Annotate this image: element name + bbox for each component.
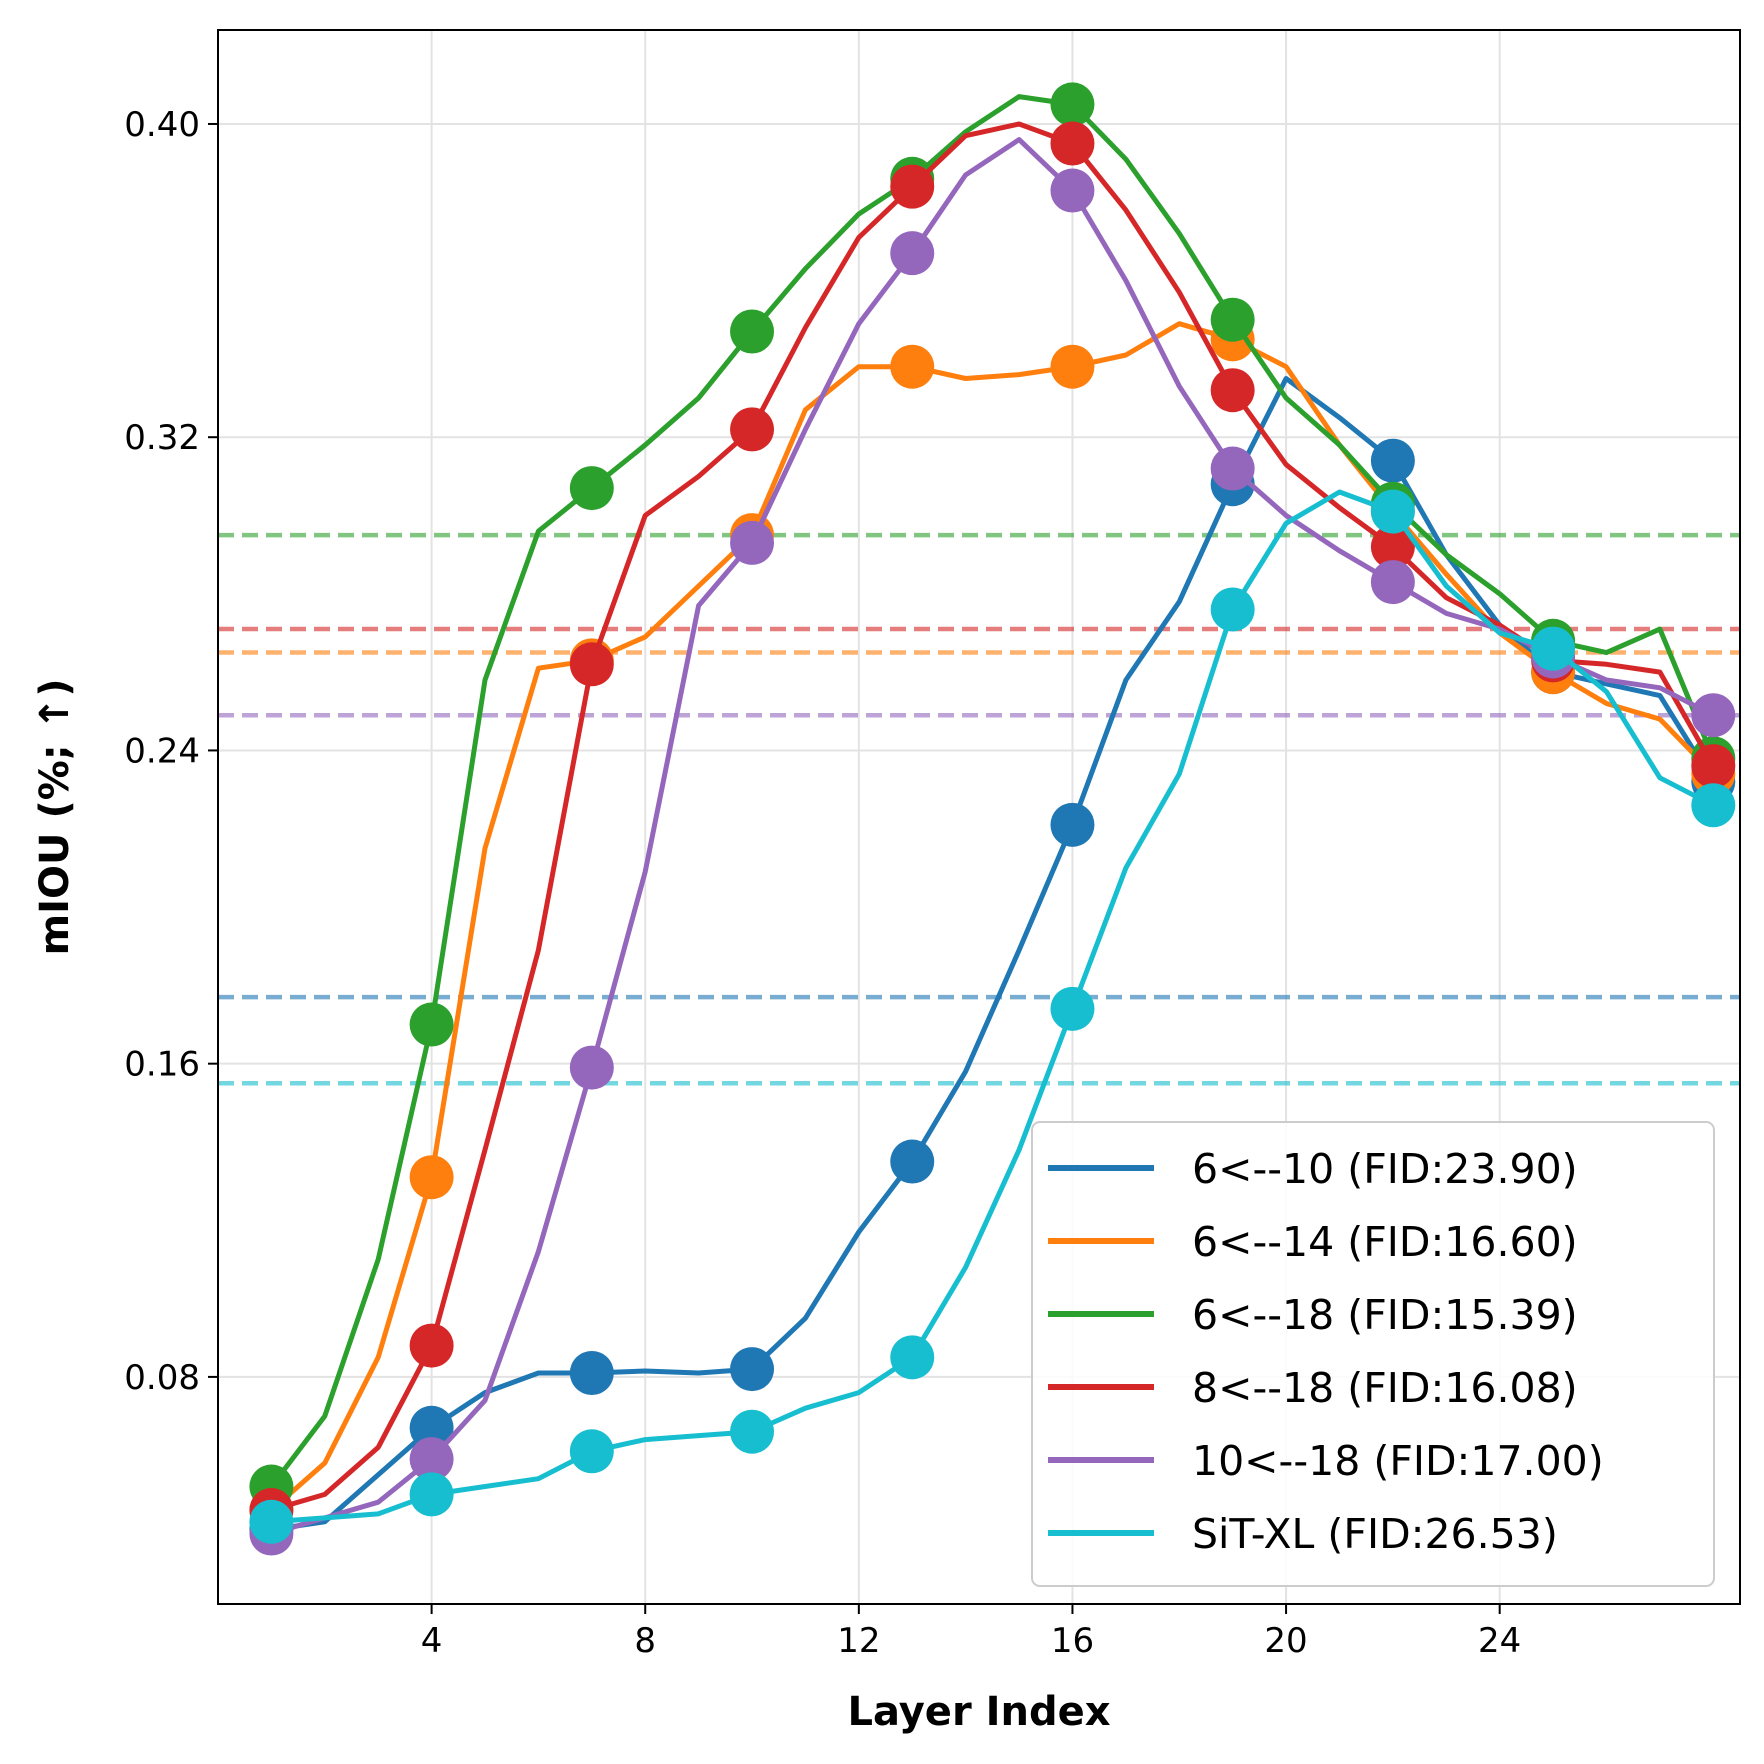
- data-point-marker: [730, 1409, 775, 1454]
- data-point-marker: [569, 1429, 614, 1474]
- baseline-lines: [218, 532, 1740, 1086]
- x-tick-label: 8: [634, 1621, 656, 1661]
- data-point-marker: [569, 466, 614, 511]
- y-tick-label: 0.40: [124, 105, 200, 145]
- data-point-marker: [1050, 986, 1095, 1031]
- data-point-marker: [409, 1437, 454, 1482]
- y-tick-label: 0.16: [124, 1045, 200, 1085]
- data-point-marker: [569, 1045, 614, 1090]
- legend-entry-label: SiT-XL (FID:26.53): [1192, 1510, 1558, 1558]
- data-point-marker: [1210, 297, 1255, 342]
- data-point-marker: [1210, 587, 1255, 632]
- data-point-marker: [730, 520, 775, 565]
- data-point-marker: [1691, 744, 1736, 789]
- data-point-marker: [890, 1139, 935, 1184]
- x-tick-label: 16: [1051, 1621, 1094, 1661]
- x-axis-label: Layer Index: [847, 1689, 1110, 1735]
- data-point-marker: [409, 1002, 454, 1047]
- legend: 6<--10 (FID:23.90) 6<--14 (FID:16.60) 6<--…: [1031, 1121, 1715, 1587]
- data-point-marker: [1691, 693, 1736, 738]
- data-point-marker: [1691, 783, 1736, 828]
- data-point-marker: [890, 231, 935, 276]
- legend-entry-label: 10<--18 (FID:17.00): [1192, 1437, 1604, 1485]
- data-point-marker: [249, 1499, 294, 1544]
- data-point-marker: [1050, 344, 1095, 389]
- y-axis-label: mIOU (%; ↑): [32, 678, 78, 955]
- x-tick-label: 4: [421, 1621, 443, 1661]
- data-point-marker: [569, 642, 614, 687]
- data-point-marker: [1050, 802, 1095, 847]
- legend-entry-label: 6<--18 (FID:15.39): [1192, 1291, 1578, 1339]
- data-point-marker: [890, 344, 935, 389]
- series-line: [271, 489, 1715, 1525]
- data-point-marker: [409, 1472, 454, 1517]
- legend-entry-label: 6<--14 (FID:16.60): [1192, 1218, 1578, 1266]
- y-tick-label: 0.08: [124, 1358, 200, 1398]
- data-point-marker: [1050, 82, 1095, 127]
- x-tick-label: 24: [1478, 1621, 1521, 1661]
- series-line: [271, 376, 1716, 1533]
- data-point-marker: [1210, 446, 1255, 491]
- legend-box: [1031, 1121, 1715, 1587]
- data-point-marker: [1370, 489, 1415, 534]
- legend-entry-label: 8<--18 (FID:16.08): [1192, 1364, 1578, 1412]
- data-point-marker: [730, 1347, 775, 1392]
- series-group: [249, 489, 1736, 1544]
- plot-frame: [217, 29, 1741, 1605]
- data-point-marker: [409, 1323, 454, 1368]
- data-point-marker: [409, 1155, 454, 1200]
- data-point-marker: [730, 309, 775, 354]
- data-point-marker: [409, 1405, 454, 1450]
- axis-ticks: 4 8 12 16 20 24 0.08 0.16 0.24 0.32 0.40: [124, 105, 1521, 1661]
- y-tick-label: 0.24: [124, 731, 200, 771]
- data-point-marker: [569, 1350, 614, 1395]
- x-tick-label: 20: [1264, 1621, 1307, 1661]
- data-point-marker: [1370, 524, 1415, 569]
- data-point-marker: [1210, 368, 1255, 413]
- data-point-marker: [1050, 121, 1095, 166]
- x-tick-label: 12: [837, 1621, 880, 1661]
- data-point-marker: [1370, 560, 1415, 605]
- data-point-marker: [1531, 626, 1576, 671]
- y-tick-label: 0.32: [124, 418, 200, 458]
- legend-entry-label: 6<--10 (FID:23.90): [1192, 1145, 1578, 1193]
- series-group: [249, 137, 1736, 1556]
- series-line: [269, 321, 1716, 1512]
- series-line: [269, 94, 1716, 1489]
- series-lines: [249, 82, 1736, 1556]
- data-point-marker: [1050, 168, 1095, 213]
- data-point-marker: [730, 407, 775, 452]
- data-point-marker: [890, 164, 935, 209]
- data-point-marker: [890, 1335, 935, 1380]
- series-line: [270, 137, 1715, 1536]
- data-point-marker: [1370, 438, 1415, 483]
